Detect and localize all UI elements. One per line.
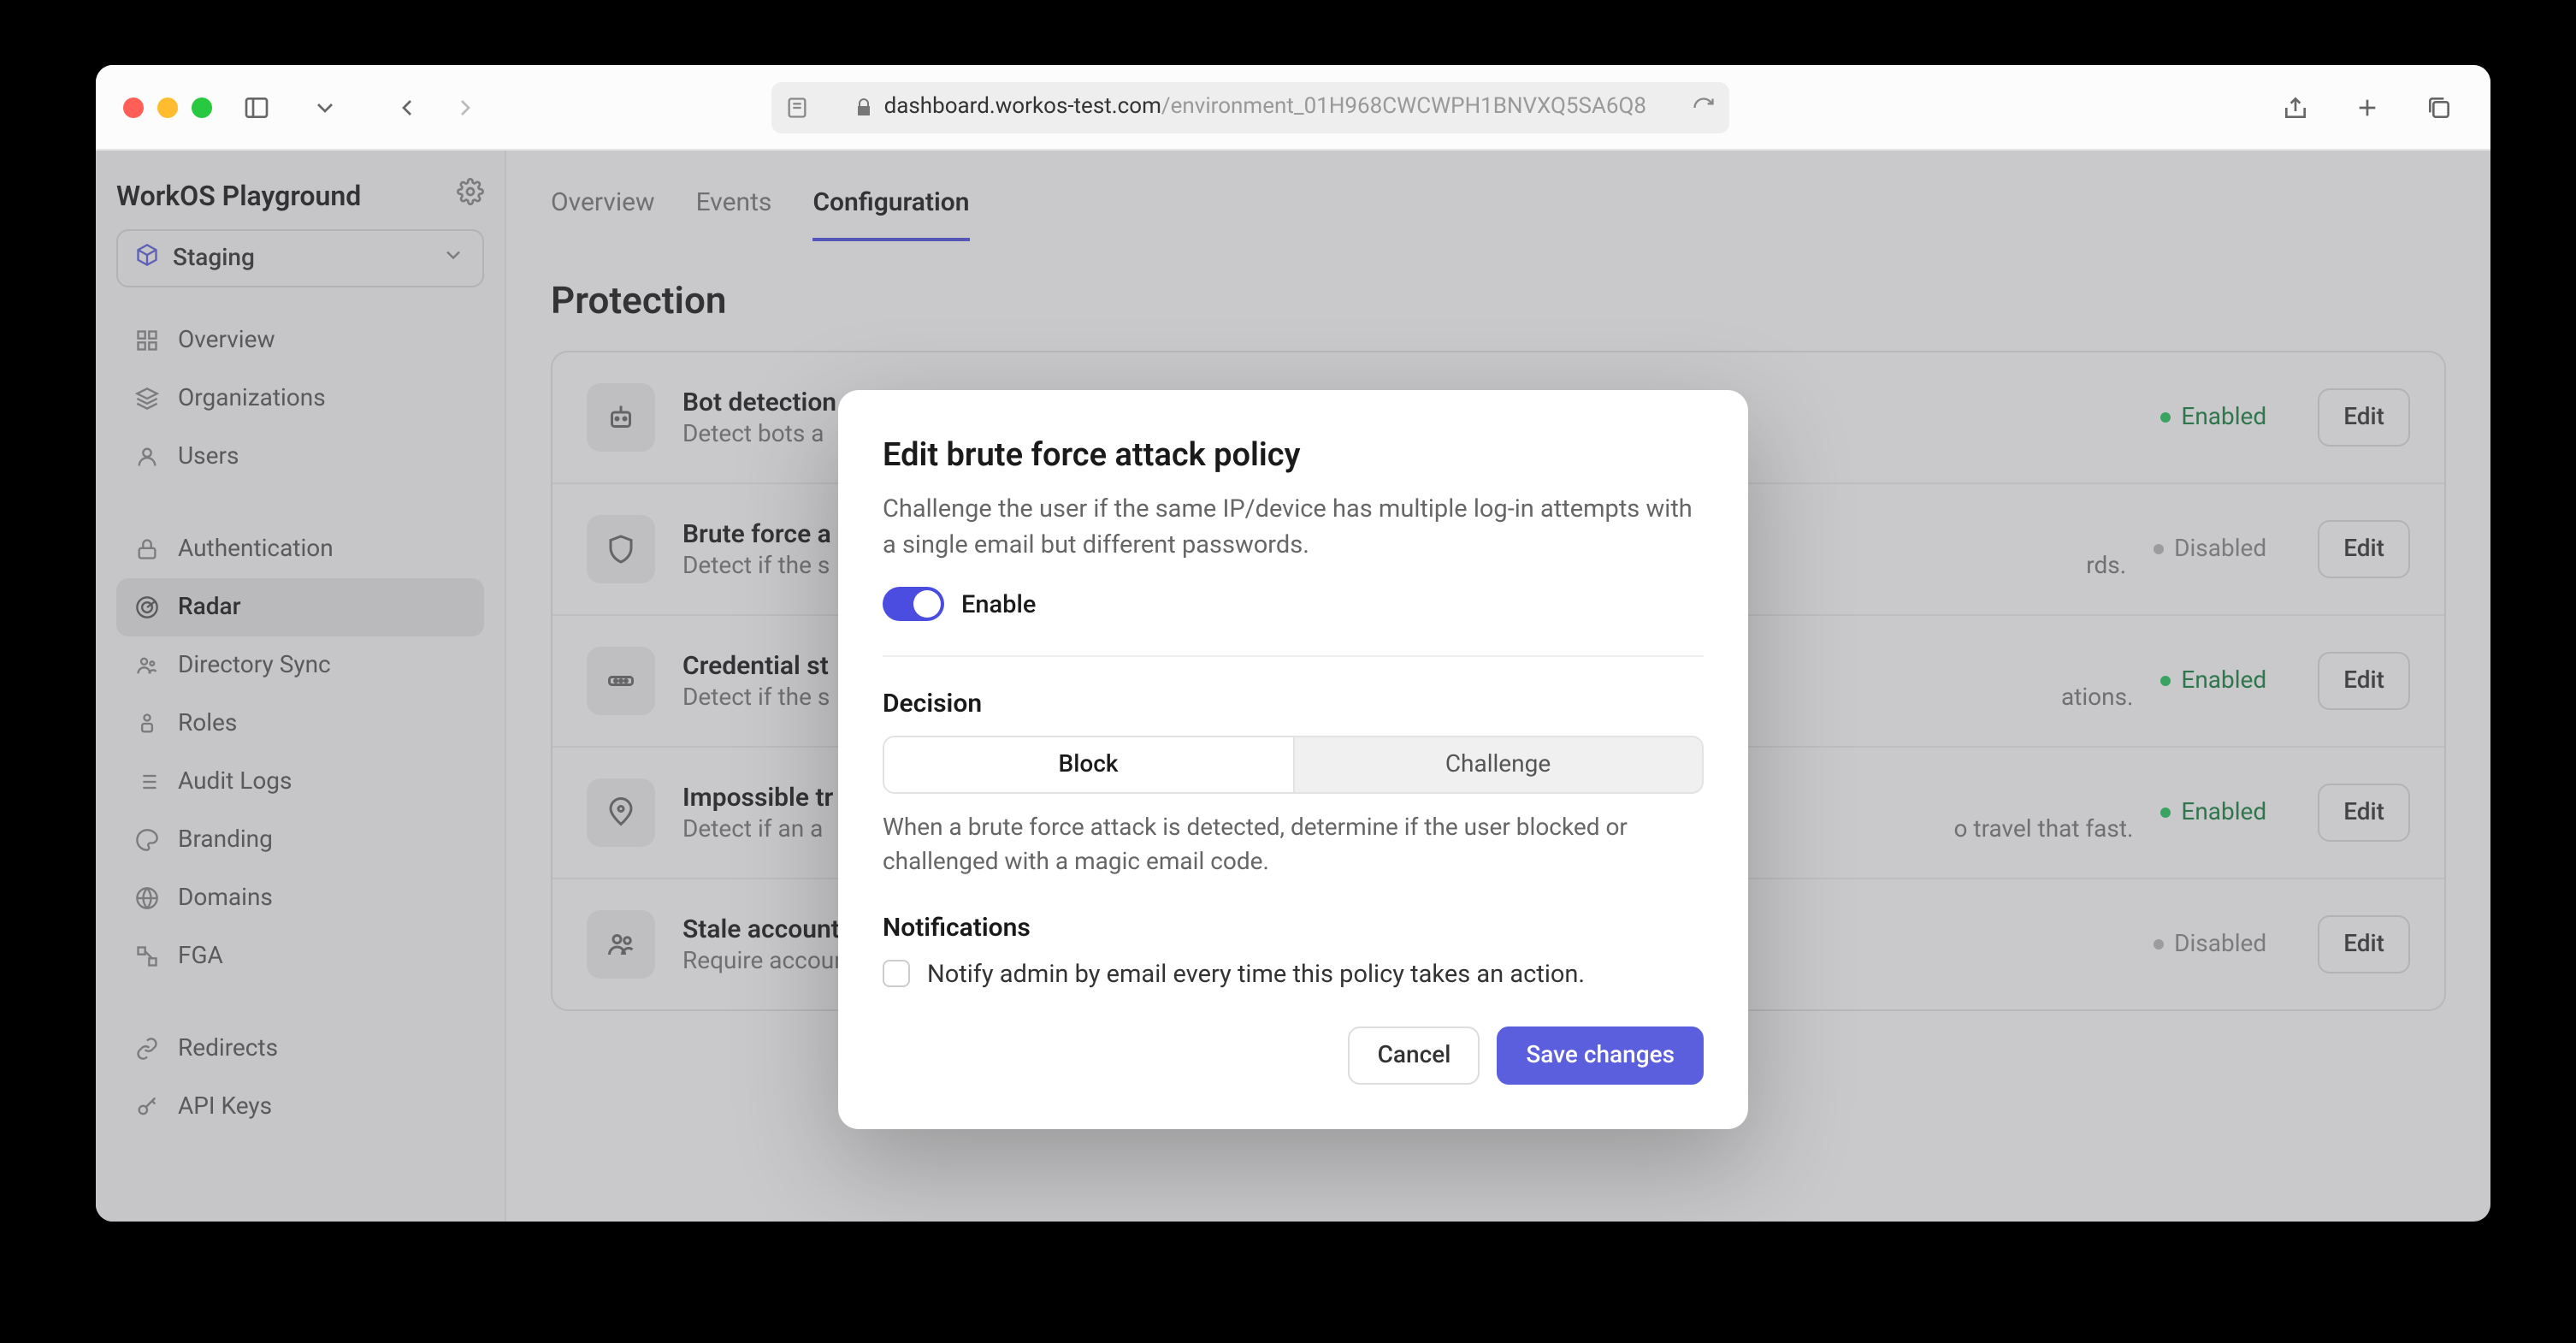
decision-segmented: Block Challenge <box>883 736 1704 794</box>
maximize-window-icon[interactable] <box>192 97 212 117</box>
address-bar[interactable]: dashboard.workos-test.com/environment_01… <box>771 81 1728 133</box>
reader-icon[interactable] <box>784 95 808 119</box>
notify-label: Notify admin by email every time this po… <box>927 959 1585 988</box>
decision-block[interactable]: Block <box>884 737 1294 792</box>
browser-window: dashboard.workos-test.com/environment_01… <box>96 65 2490 1222</box>
forward-button[interactable] <box>441 83 489 131</box>
enable-toggle[interactable] <box>883 587 944 621</box>
enable-label: Enable <box>961 589 1036 618</box>
notify-checkbox[interactable] <box>883 960 910 987</box>
modal-description: Challenge the user if the same IP/device… <box>883 491 1704 563</box>
sidebar-toggle-icon[interactable] <box>233 83 281 131</box>
browser-titlebar: dashboard.workos-test.com/environment_01… <box>96 65 2490 151</box>
cancel-button[interactable]: Cancel <box>1349 1026 1480 1084</box>
traffic-lights <box>123 97 212 117</box>
decision-help: When a brute force attack is detected, d… <box>883 811 1704 880</box>
share-icon[interactable] <box>2272 83 2319 131</box>
notifications-heading: Notifications <box>883 911 1704 942</box>
modal-overlay[interactable]: Edit brute force attack policy Challenge… <box>96 151 2490 1222</box>
lock-icon <box>854 97 874 117</box>
decision-heading: Decision <box>883 688 1704 719</box>
close-window-icon[interactable] <box>123 97 144 117</box>
url-text: dashboard.workos-test.com/environment_01… <box>884 94 1647 120</box>
new-tab-icon[interactable] <box>2343 83 2391 131</box>
minimize-window-icon[interactable] <box>157 97 178 117</box>
modal-title: Edit brute force attack policy <box>883 435 1704 474</box>
edit-policy-modal: Edit brute force attack policy Challenge… <box>838 390 1748 1128</box>
reload-icon[interactable] <box>1691 95 1715 119</box>
decision-challenge[interactable]: Challenge <box>1294 737 1702 792</box>
save-button[interactable]: Save changes <box>1497 1026 1704 1084</box>
chevron-down-icon[interactable] <box>301 83 349 131</box>
tabs-overview-icon[interactable] <box>2415 83 2463 131</box>
back-button[interactable] <box>383 83 431 131</box>
